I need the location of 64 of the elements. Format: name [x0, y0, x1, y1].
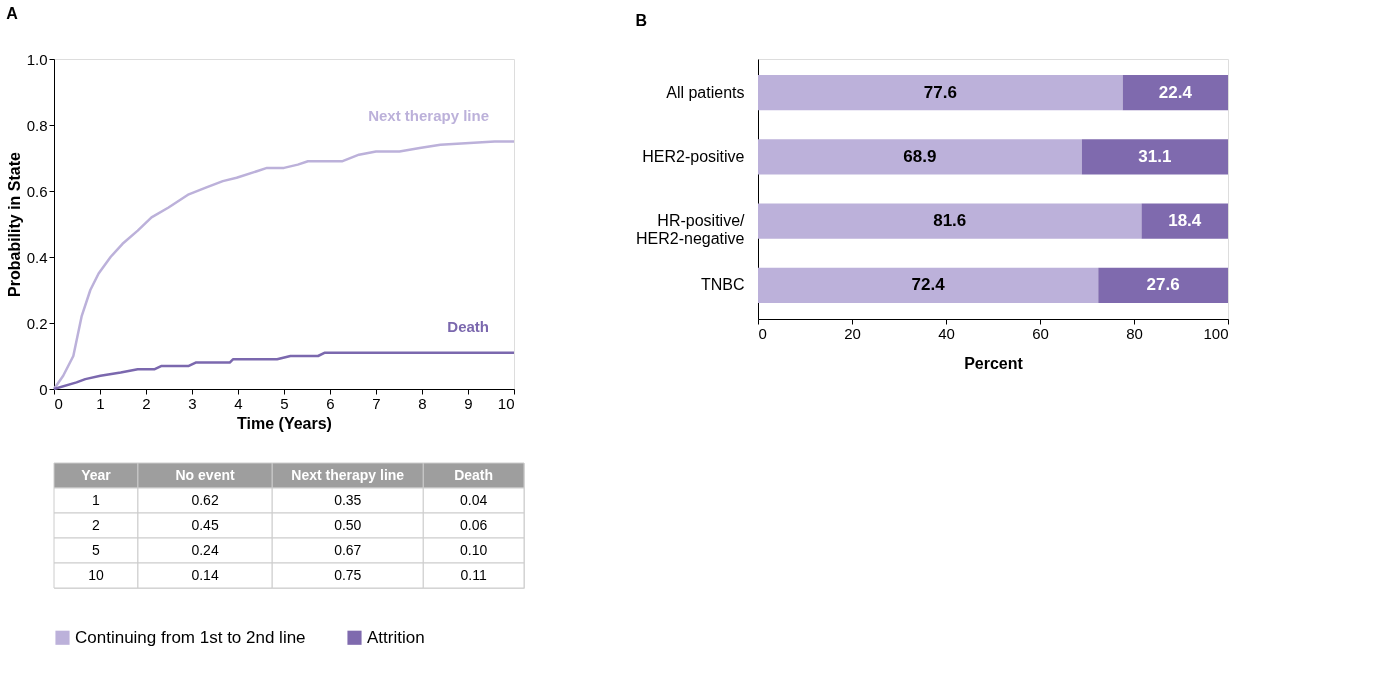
y-axis-title: Probability in State	[5, 151, 23, 297]
text: 0.04	[460, 491, 488, 508]
x-tick-label: 3	[188, 394, 197, 412]
data-label: 31.1	[1138, 146, 1172, 166]
data-label: 68.9	[903, 146, 937, 166]
text: 2	[92, 516, 100, 533]
y-tick-label: All patients	[666, 83, 745, 101]
text: 0.62	[191, 491, 219, 508]
y-tick-label: 1.0	[26, 50, 48, 68]
legend-label: Continuing from 1st to 2nd line	[75, 627, 306, 647]
x-axis-title: Time (Years)	[237, 414, 332, 432]
x-tick-label: 6	[326, 394, 335, 412]
text: 10	[88, 566, 104, 583]
x-tick-label: 8	[418, 394, 427, 412]
y-tick-label: HR-positive/ HER2-negative	[636, 212, 746, 248]
category-label: Next therapy line	[291, 466, 405, 483]
chart-title: B	[635, 12, 648, 29]
y-tick-label: 0.4	[26, 248, 48, 266]
y-tick-label: 0.6	[26, 182, 48, 200]
text: 0.06	[460, 516, 488, 533]
data-label: 22.4	[1158, 82, 1193, 102]
y-tick-label: 0.8	[26, 116, 48, 134]
y-tick-label: 0.2	[26, 314, 48, 332]
x-tick-label: 60	[1032, 324, 1049, 342]
x-tick-label: 100	[1203, 324, 1229, 342]
text: 0.24	[191, 541, 219, 558]
legend-label: Attrition	[367, 627, 425, 647]
x-tick-label: 0	[758, 324, 767, 342]
data-label: 72.4	[911, 275, 946, 295]
x-tick-label: 20	[844, 324, 861, 342]
text: 0.50	[334, 516, 362, 533]
text: 0.14	[191, 566, 219, 583]
x-tick-label: 10	[497, 394, 515, 412]
x-axis-title: Percent	[964, 354, 1024, 372]
text: 0.35	[334, 491, 362, 508]
x-tick-label: 2	[142, 394, 151, 412]
series-label: Next therapy line	[368, 106, 489, 124]
x-tick-label: 1	[96, 394, 105, 412]
x-tick-label: 9	[464, 394, 473, 412]
text: 0.10	[460, 541, 488, 558]
chart-title: A	[6, 5, 19, 22]
x-tick-label: 5	[280, 394, 289, 412]
category-label: Death	[454, 466, 494, 483]
data-label: 81.6	[933, 211, 967, 231]
x-tick-label: 0	[54, 394, 63, 412]
y-tick-label: TNBC	[700, 276, 745, 294]
x-tick-label: 4	[234, 394, 243, 412]
y-tick-label: HER2-positive	[642, 147, 745, 165]
text: 0.11	[460, 566, 487, 583]
text: 5	[92, 541, 100, 558]
category-label: No event	[175, 466, 235, 483]
text: 0.67	[334, 541, 362, 558]
text: 0.45	[191, 516, 219, 533]
data-label: 18.4	[1168, 211, 1202, 231]
data-label: 77.6	[923, 82, 957, 102]
text: 1	[92, 491, 100, 508]
series-label: Death	[447, 317, 489, 335]
x-tick-label: 80	[1126, 324, 1143, 342]
y-tick-label: 0	[39, 380, 48, 398]
x-tick-label: 7	[372, 394, 381, 412]
data-label: 27.6	[1146, 275, 1180, 295]
x-tick-label: 40	[938, 324, 955, 342]
category-label: Year	[81, 466, 112, 483]
text: 0.75	[334, 566, 362, 583]
